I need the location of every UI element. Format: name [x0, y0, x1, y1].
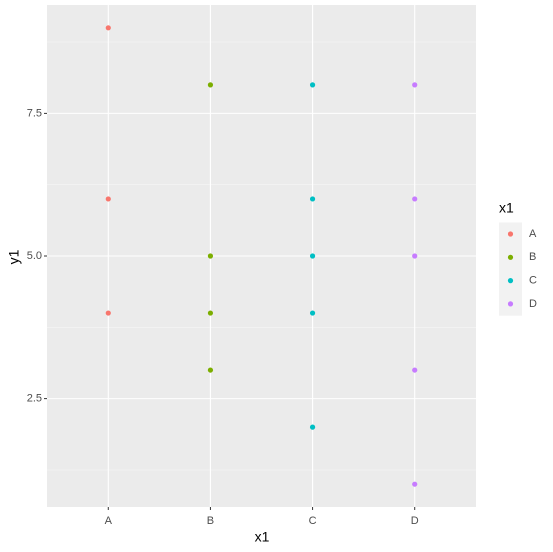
legend-label: D	[529, 298, 537, 310]
x-tick-label: B	[207, 515, 214, 527]
point	[207, 367, 214, 373]
legend-key	[507, 301, 514, 307]
legend-title: x1	[499, 200, 514, 216]
legend-key-background	[499, 222, 522, 316]
point	[412, 367, 418, 373]
y-axis-title: y1	[6, 249, 22, 264]
y-tick-label: 7.5	[27, 107, 42, 119]
legend-label: A	[529, 228, 537, 240]
point	[207, 82, 214, 88]
point	[207, 310, 214, 316]
point	[412, 196, 418, 202]
point	[309, 82, 316, 88]
point	[105, 196, 111, 202]
x-tick-label: A	[105, 515, 113, 527]
point	[105, 25, 111, 31]
legend-label: B	[529, 251, 536, 263]
point	[412, 481, 418, 487]
point	[309, 253, 316, 259]
point	[412, 82, 418, 88]
y-tick-label: 5.0	[27, 250, 42, 262]
point	[207, 253, 214, 259]
legend-key	[507, 231, 514, 237]
point	[105, 310, 111, 316]
point	[412, 253, 418, 259]
point	[309, 310, 316, 316]
y-tick-label: 2.5	[27, 393, 42, 405]
x-tick-label: C	[309, 515, 317, 527]
legend-label: C	[529, 275, 537, 287]
x-tick-label: D	[411, 515, 419, 527]
legend-key	[507, 278, 514, 284]
point	[309, 424, 316, 430]
point	[309, 196, 316, 202]
x-axis-title: x1	[255, 529, 270, 545]
legend-key	[507, 254, 514, 260]
